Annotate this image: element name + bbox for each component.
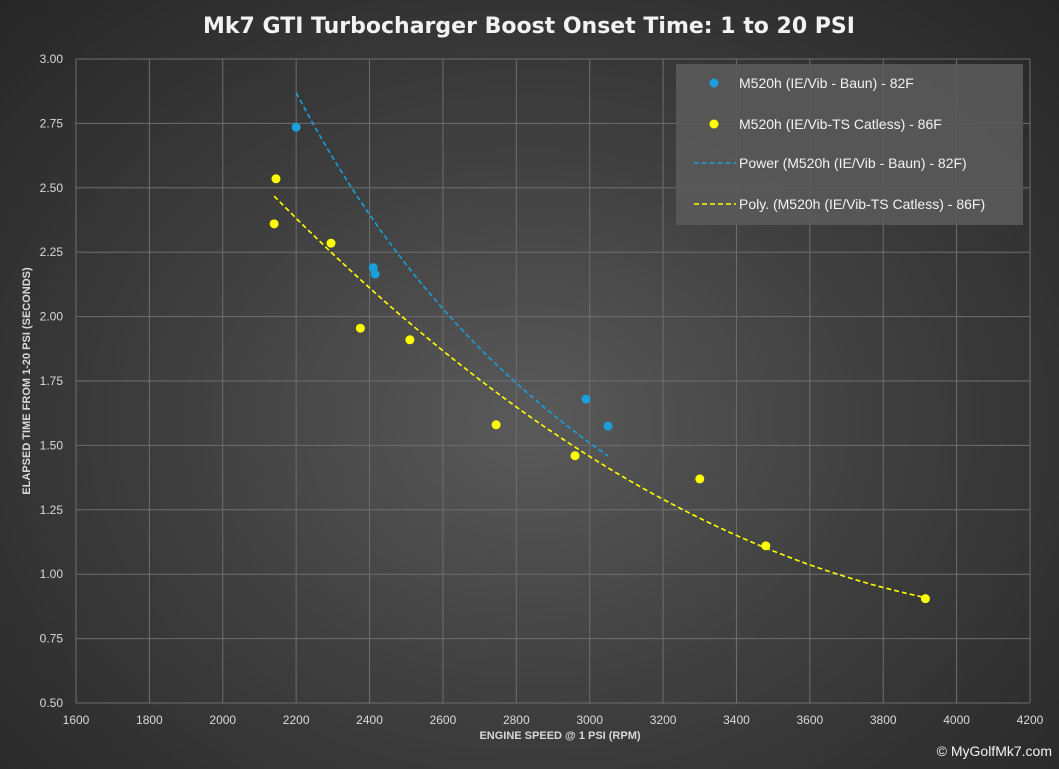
- x-tick-label: 3600: [796, 713, 823, 727]
- polynomial-trendline: [273, 195, 926, 599]
- power-trendline: [295, 92, 609, 457]
- data-point-catless: [570, 451, 580, 461]
- legend-marker-catless: [709, 119, 719, 129]
- y-tick-label: 1.50: [40, 438, 64, 452]
- data-points: [269, 122, 930, 604]
- legend: M520h (IE/Vib - Baun) - 82F M520h (IE/Vi…: [676, 64, 1023, 225]
- y-tick-label: 3.00: [40, 52, 64, 66]
- x-tick-label: 2800: [503, 713, 530, 727]
- data-point-catless: [491, 420, 501, 430]
- data-point-baun: [603, 421, 613, 431]
- data-point-catless: [405, 335, 415, 345]
- data-point-baun: [370, 269, 380, 279]
- legend-box: [676, 64, 1023, 225]
- data-point-catless: [695, 474, 705, 484]
- data-point-baun: [581, 394, 591, 404]
- y-tick-label: 2.75: [40, 116, 64, 130]
- x-axis-ticks: 1600 1800 2000 2200 2400 2600 2800 3000 3200 3400…: [63, 713, 1044, 727]
- y-axis-ticks: 0.50 0.75 1.00 1.25 1.50 1.75 2.00 2.25 2.50 2.75…: [40, 52, 64, 710]
- x-tick-label: 3800: [870, 713, 897, 727]
- x-tick-label: 3400: [723, 713, 750, 727]
- y-tick-label: 2.50: [40, 181, 64, 195]
- x-tick-label: 2600: [430, 713, 457, 727]
- y-tick-label: 2.00: [40, 310, 64, 324]
- x-tick-label: 4000: [943, 713, 970, 727]
- legend-label-catless: M520h (IE/Vib-TS Catless) - 86F: [739, 116, 942, 132]
- x-tick-label: 3000: [576, 713, 603, 727]
- data-point-catless: [920, 594, 930, 604]
- y-tick-label: 1.00: [40, 567, 64, 581]
- x-tick-label: 2200: [283, 713, 310, 727]
- data-point-catless: [269, 219, 279, 229]
- x-tick-label: 2000: [209, 713, 236, 727]
- y-axis-title: ELAPSED TIME FROM 1-20 PSI (SECONDS): [21, 267, 33, 495]
- x-tick-label: 1600: [63, 713, 90, 727]
- legend-label-baun: M520h (IE/Vib - Baun) - 82F: [739, 75, 914, 91]
- data-point-baun: [291, 122, 301, 132]
- legend-label-poly: Poly. (M520h (IE/Vib-TS Catless) - 86F): [739, 196, 985, 212]
- x-tick-label: 4200: [1017, 713, 1044, 727]
- credit-text: © MyGolfMk7.com: [937, 743, 1052, 759]
- trendlines: [273, 92, 926, 599]
- x-tick-label: 3200: [650, 713, 677, 727]
- data-point-catless: [761, 541, 771, 551]
- legend-label-power: Power (M520h (IE/Vib - Baun) - 82F): [739, 155, 967, 171]
- x-tick-label: 2400: [356, 713, 383, 727]
- data-point-catless: [271, 174, 281, 184]
- y-tick-label: 0.75: [40, 632, 64, 646]
- y-tick-label: 1.25: [40, 503, 64, 517]
- y-tick-label: 2.25: [40, 245, 64, 259]
- data-point-catless: [355, 323, 365, 333]
- y-tick-label: 1.75: [40, 374, 64, 388]
- x-axis-title: ENGINE SPEED @ 1 PSI (RPM): [479, 730, 640, 742]
- x-tick-label: 1800: [136, 713, 163, 727]
- legend-marker-baun: [709, 78, 719, 88]
- y-tick-label: 0.50: [40, 696, 64, 710]
- chart-title: Mk7 GTI Turbocharger Boost Onset Time: 1…: [203, 14, 855, 39]
- data-point-catless: [326, 238, 336, 248]
